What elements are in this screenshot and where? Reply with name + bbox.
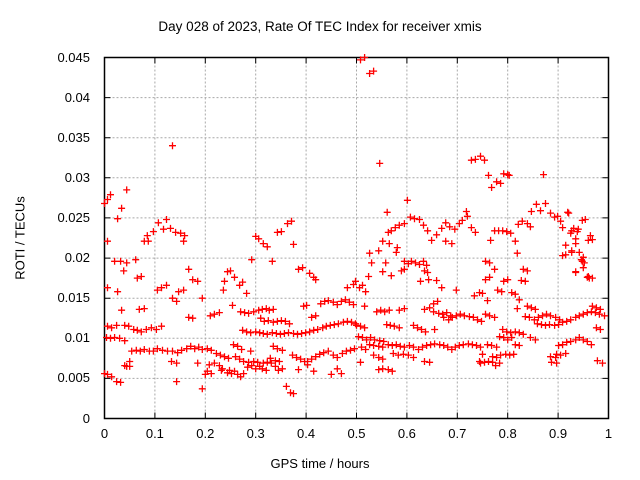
x-tick-label: 0.2 (196, 426, 215, 441)
chart-title: Day 028 of 2023, Rate Of TEC Index for r… (158, 19, 482, 34)
y-tick-label: 0.01 (64, 330, 90, 346)
y-tick-label: 0.02 (64, 250, 90, 266)
x-tick-label: 0.8 (498, 426, 517, 441)
x-tick-label: 1 (604, 426, 613, 441)
y-tick-label: 0 (82, 410, 90, 426)
x-tick-label: 0.5 (347, 426, 366, 441)
y-tick-label: 0.015 (57, 290, 90, 306)
plot-area (101, 54, 610, 420)
y-tick-label: 0.005 (57, 370, 90, 386)
y-axis-title: ROTI / TECUs (12, 196, 28, 280)
y-tick-label: 0.035 (57, 129, 90, 145)
plot-border (103, 56, 610, 420)
x-tick-label: 0 (100, 426, 109, 441)
y-tick-label: 0.03 (64, 169, 90, 185)
x-tick-label: 0.3 (246, 426, 265, 441)
x-tick-label: 0.4 (297, 426, 316, 441)
y-tick-label: 0.045 (57, 49, 90, 65)
data-points (101, 54, 608, 398)
x-tick-label: 0.9 (549, 426, 568, 441)
grid-lines (104, 57, 609, 419)
x-tick-label: 0.1 (145, 426, 164, 441)
x-tick-label: 0.7 (448, 426, 467, 441)
y-tick-label: 0.025 (57, 209, 90, 225)
x-tick-label: 0.6 (397, 426, 416, 441)
x-axis-title: GPS time / hours (270, 456, 370, 471)
y-tick-label: 0.04 (64, 89, 90, 105)
